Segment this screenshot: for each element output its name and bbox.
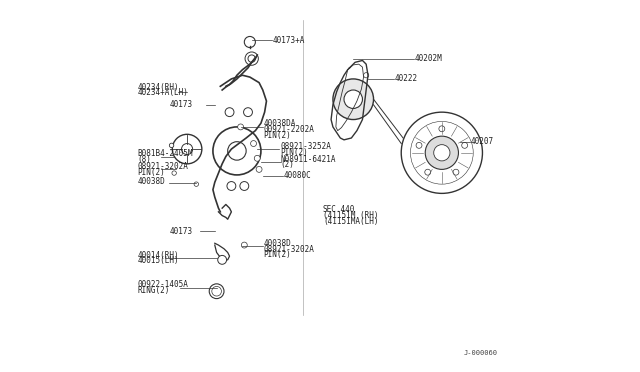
Text: RING(2): RING(2) — [137, 286, 170, 295]
Text: 40173: 40173 — [170, 227, 193, 235]
Circle shape — [453, 169, 459, 175]
Text: 40038D: 40038D — [264, 239, 291, 248]
Circle shape — [425, 136, 458, 169]
Circle shape — [248, 55, 255, 62]
Text: B081B4-2405M: B081B4-2405M — [137, 149, 193, 158]
Text: 40015(LH): 40015(LH) — [137, 256, 179, 266]
Text: 08921-3202A: 08921-3202A — [264, 245, 314, 254]
Text: (2): (2) — [280, 160, 294, 170]
Text: (8): (8) — [137, 154, 151, 164]
Text: 40173: 40173 — [170, 100, 193, 109]
Circle shape — [237, 124, 244, 130]
Text: 40038D: 40038D — [137, 177, 165, 186]
Text: PIN(2): PIN(2) — [264, 250, 291, 259]
Text: 40234+A(LH): 40234+A(LH) — [137, 89, 188, 97]
Text: PIN(2): PIN(2) — [264, 131, 291, 140]
Circle shape — [172, 171, 177, 175]
Text: 40173+A: 40173+A — [273, 36, 305, 45]
Text: J-000060: J-000060 — [463, 350, 497, 356]
Circle shape — [218, 256, 227, 264]
Text: PIN(2): PIN(2) — [137, 168, 165, 177]
Text: (41151MA(LH): (41151MA(LH) — [323, 217, 378, 225]
Circle shape — [344, 90, 362, 109]
Text: PIN(2): PIN(2) — [280, 148, 308, 157]
Circle shape — [251, 141, 257, 147]
Text: 00921-2202A: 00921-2202A — [264, 125, 314, 134]
Text: 40222: 40222 — [395, 74, 418, 83]
Circle shape — [194, 182, 198, 186]
Circle shape — [461, 142, 468, 148]
Circle shape — [439, 126, 445, 132]
Circle shape — [364, 73, 369, 78]
Text: 00922-1405A: 00922-1405A — [137, 280, 188, 289]
Text: 40202M: 40202M — [415, 54, 443, 63]
Text: (41151M (RH): (41151M (RH) — [323, 211, 378, 220]
Circle shape — [170, 143, 174, 148]
Text: 40234(RH): 40234(RH) — [137, 83, 179, 92]
Circle shape — [416, 142, 422, 148]
Text: SEC.440: SEC.440 — [323, 205, 355, 215]
Polygon shape — [215, 243, 230, 260]
Circle shape — [256, 166, 262, 172]
Text: 08921-3252A: 08921-3252A — [280, 142, 331, 151]
Circle shape — [244, 36, 255, 48]
Text: 40080C: 40080C — [284, 171, 312, 180]
Circle shape — [333, 79, 374, 119]
Circle shape — [254, 155, 260, 161]
Text: 40014(RH): 40014(RH) — [137, 251, 179, 260]
Circle shape — [434, 145, 450, 161]
Circle shape — [241, 242, 247, 248]
Text: 40207: 40207 — [470, 137, 493, 146]
Text: N08911-6421A: N08911-6421A — [280, 155, 335, 164]
Text: 40038DA: 40038DA — [264, 119, 296, 128]
Text: 08921-3202A: 08921-3202A — [137, 162, 188, 171]
Circle shape — [425, 169, 431, 175]
